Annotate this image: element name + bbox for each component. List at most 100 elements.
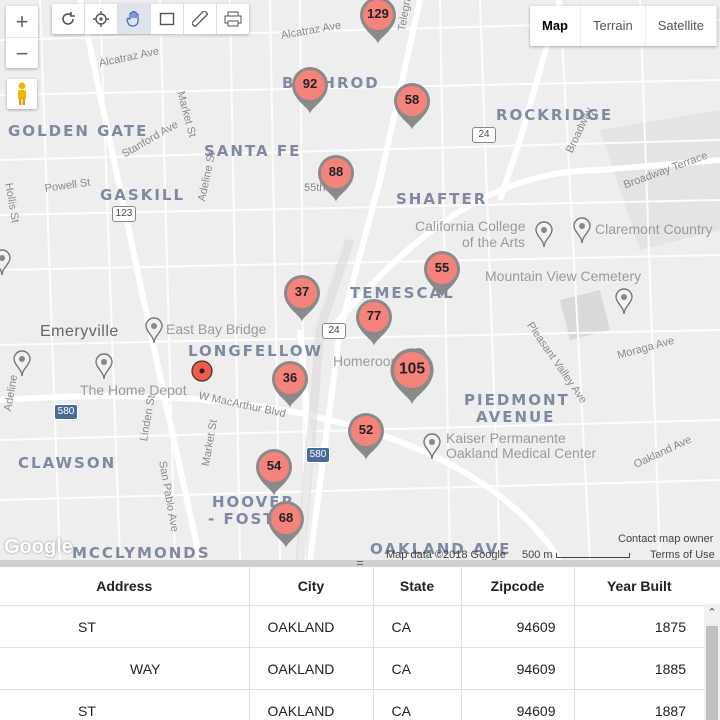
cell-address: ST <box>0 605 250 648</box>
cluster-marker[interactable]: 105 <box>386 345 439 407</box>
map-view[interactable]: Alcatraz Ave Alcatraz Ave Telegraph Market … <box>0 0 720 560</box>
cell-year-built: 1885 <box>574 647 704 690</box>
column-header-city[interactable]: City <box>249 567 374 606</box>
cell-year-built: 1887 <box>574 689 704 720</box>
place-label: California College <box>415 218 526 234</box>
highway-shield: 123 <box>112 206 136 222</box>
refresh-icon[interactable] <box>52 4 85 34</box>
results-table-panel: Address City State Zipcode Year Built ST… <box>0 567 720 720</box>
scroll-up-icon[interactable]: ⌃ <box>707 607 717 619</box>
cell-state: CA <box>373 605 462 648</box>
cell-city: OAKLAND <box>249 689 374 720</box>
neighborhood-label: OAKLAND AVE <box>370 540 512 558</box>
cluster-count: 52 <box>358 422 374 437</box>
cell-zipcode: 94609 <box>461 689 575 720</box>
poi-pin-icon[interactable] <box>534 220 554 248</box>
highway-shield: 24 <box>472 127 496 143</box>
google-logo: Google <box>4 536 73 558</box>
poi-pin-icon[interactable] <box>614 287 634 315</box>
selected-location-marker[interactable] <box>190 359 214 383</box>
map-base <box>0 0 720 560</box>
terms-of-use-link[interactable]: Terms of Use <box>650 549 715 560</box>
cluster-marker[interactable]: 55 <box>420 248 464 300</box>
column-header-address[interactable]: Address <box>0 567 250 606</box>
table-scrollbar[interactable]: ⌃ <box>704 604 720 720</box>
map-type-satellite[interactable]: Satellite <box>646 6 717 46</box>
map-type-terrain[interactable]: Terrain <box>581 6 646 46</box>
cell-state: CA <box>373 689 462 720</box>
scrollbar-thumb[interactable] <box>706 626 718 720</box>
map-type-control: Map Terrain Satellite <box>530 6 717 46</box>
cluster-marker[interactable]: 77 <box>352 296 396 348</box>
pegman-icon <box>18 82 26 105</box>
contact-map-owner-link[interactable]: Contact map owner <box>618 533 714 545</box>
cluster-count: 88 <box>328 164 344 179</box>
cell-zipcode: 94609 <box>461 647 575 690</box>
cluster-marker[interactable]: 68 <box>264 498 308 550</box>
place-label: of the Arts <box>462 234 526 250</box>
scale-bar <box>555 552 630 558</box>
highway-shield: 580 <box>306 447 330 463</box>
place-label: The Home Depot <box>80 382 187 398</box>
hand-icon[interactable] <box>118 4 151 34</box>
column-header-year-built[interactable]: Year Built <box>574 567 704 606</box>
cluster-marker[interactable]: 37 <box>280 272 324 324</box>
place-label: East Bay Bridge <box>166 321 267 337</box>
cluster-marker[interactable]: 36 <box>268 358 312 410</box>
neighborhood-label: PIEDMONT <box>464 391 570 409</box>
place-label: Oakland Medical Center <box>446 445 597 461</box>
locate-icon[interactable] <box>85 4 118 34</box>
cluster-count: 37 <box>294 284 310 299</box>
neighborhood-label: CLAWSON <box>18 454 117 472</box>
zoom-control: + − <box>6 6 38 68</box>
column-header-zipcode[interactable]: Zipcode <box>461 567 575 606</box>
neighborhood-label: SHAFTER <box>396 190 488 208</box>
print-icon[interactable] <box>217 4 249 34</box>
cell-address: WAY <box>0 647 250 690</box>
cell-city: OAKLAND <box>249 647 374 690</box>
poi-pin-icon[interactable] <box>572 216 592 244</box>
cluster-marker[interactable]: 88 <box>314 152 358 204</box>
neighborhood-label: GOLDEN GATE <box>8 122 149 140</box>
cluster-count: 55 <box>434 260 450 275</box>
street-view-pegman[interactable] <box>7 79 37 109</box>
rectangle-select-icon[interactable] <box>151 4 184 34</box>
cluster-count: 54 <box>266 458 282 473</box>
neighborhood-label: ROCKRIDGE <box>496 106 614 124</box>
results-table: Address City State Zipcode Year Built ST… <box>0 567 704 720</box>
cell-state: CA <box>373 647 462 690</box>
neighborhood-label: LONGFELLOW <box>188 342 324 360</box>
cluster-marker[interactable]: 58 <box>390 80 434 132</box>
highway-shield: 580 <box>54 404 78 420</box>
scale-label: 500 m <box>522 549 553 560</box>
neighborhood-label: TEMESCAL <box>350 284 455 302</box>
cluster-marker[interactable]: 129 <box>356 0 400 46</box>
cluster-count: 77 <box>366 308 382 323</box>
neighborhood-label: GASKILL <box>100 186 186 204</box>
poi-pin-icon[interactable] <box>12 349 32 377</box>
poi-pin-icon[interactable] <box>422 432 442 460</box>
highway-shield: 24 <box>322 323 346 339</box>
neighborhood-label: AVENUE <box>476 408 556 426</box>
city-label: Emeryville <box>40 323 119 340</box>
panel-resize-handle[interactable]: = <box>0 557 720 569</box>
cluster-marker[interactable]: 52 <box>344 410 388 462</box>
neighborhood-label: HOOVER <box>212 493 296 511</box>
table-row[interactable]: ST OAKLAND CA 94609 1887 <box>0 689 704 720</box>
poi-pin-icon[interactable] <box>144 316 164 344</box>
poi-pin-icon[interactable] <box>94 352 114 380</box>
poi-pin-icon[interactable] <box>0 248 12 276</box>
cell-year-built: 1875 <box>574 605 704 648</box>
map-type-map[interactable]: Map <box>530 6 581 46</box>
table-row[interactable]: WAY OAKLAND CA 94609 1885 <box>0 647 704 690</box>
cell-zipcode: 94609 <box>461 605 575 648</box>
ruler-icon[interactable] <box>184 4 217 34</box>
neighborhood-label: SANTA FE <box>204 142 302 160</box>
cluster-marker[interactable]: 92 <box>288 64 332 116</box>
cluster-marker[interactable]: 54 <box>252 446 296 498</box>
place-label: Homeroom <box>333 353 403 369</box>
column-header-state[interactable]: State <box>373 567 462 606</box>
zoom-in-button[interactable]: + <box>6 6 38 38</box>
table-row[interactable]: ST OAKLAND CA 94609 1875 <box>0 605 704 648</box>
zoom-out-button[interactable]: − <box>15 41 29 66</box>
